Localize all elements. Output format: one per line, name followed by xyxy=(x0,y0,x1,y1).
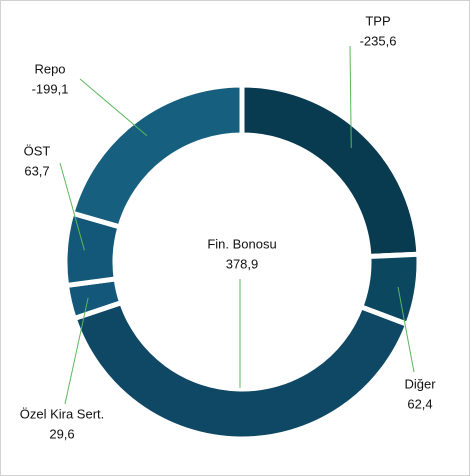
value-label: 63,7 xyxy=(24,163,49,178)
donut-segment xyxy=(71,299,411,442)
value-label: -235,6 xyxy=(360,33,397,48)
leader-line xyxy=(64,297,89,405)
leader-line xyxy=(59,162,85,251)
category-label: ÖST xyxy=(24,143,51,158)
value-label: 29,6 xyxy=(49,426,74,441)
category-label: Fin. Bonosu xyxy=(207,236,276,251)
leader-line xyxy=(349,45,352,148)
leader-line xyxy=(79,78,148,137)
value-label: -199,1 xyxy=(32,81,69,96)
category-label: Diğer xyxy=(404,376,436,391)
value-label: 378,9 xyxy=(226,256,259,271)
leader-line xyxy=(397,286,415,373)
category-label: TPP xyxy=(365,13,390,28)
category-label: Özel Kira Sert. xyxy=(20,406,105,421)
category-label: Repo xyxy=(34,61,65,76)
donut-segment xyxy=(68,82,245,230)
value-label: 62,4 xyxy=(407,396,432,411)
